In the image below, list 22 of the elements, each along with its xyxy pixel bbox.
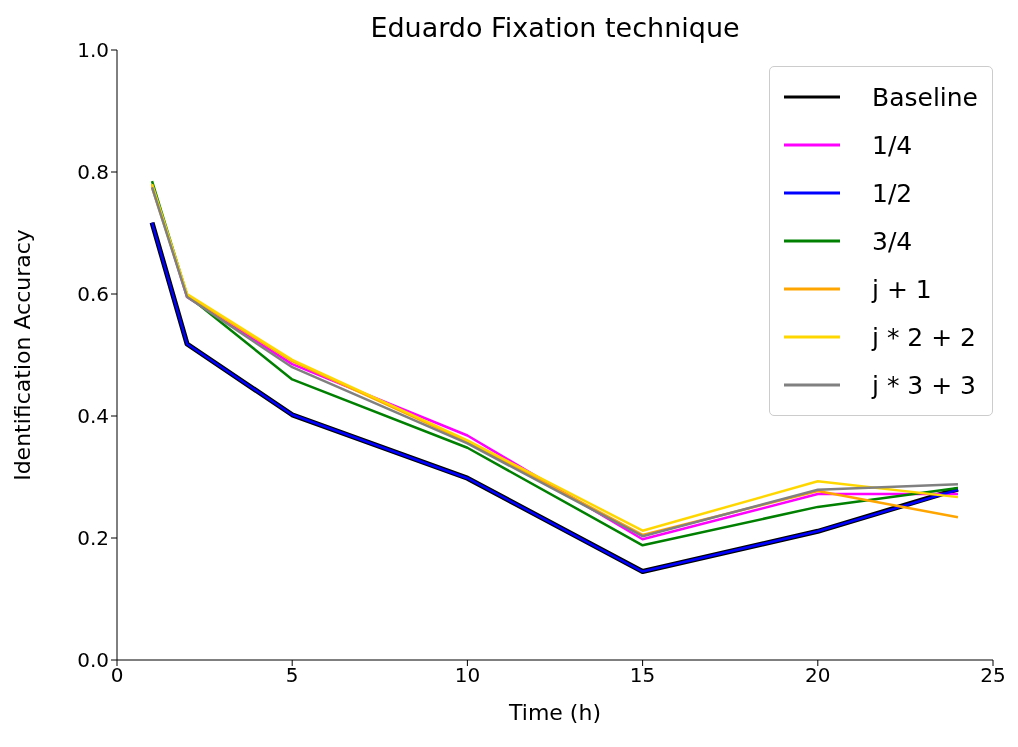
y-tick-label: 0.4: [77, 404, 109, 429]
x-tick-label: 0: [110, 663, 124, 688]
legend-label: Baseline: [872, 82, 978, 112]
chart-title: Eduardo Fixation technique: [369, 12, 741, 43]
legend-label: 1/2: [872, 178, 913, 208]
y-tick-label: 0.2: [77, 526, 109, 551]
legend-label: j * 2 + 2: [872, 322, 976, 352]
legend-label: 3/4: [872, 226, 913, 256]
x-axis-title: Time (h): [508, 700, 601, 725]
x-tick-label: 10: [454, 663, 481, 688]
y-tick-label: 0.6: [77, 282, 109, 307]
x-tick-label: 5: [285, 663, 299, 688]
legend-label: j + 1: [872, 274, 932, 304]
legend-label: j * 3 + 3: [872, 370, 976, 400]
x-tick-label: 25: [980, 663, 1006, 688]
legend-label: 1/4: [872, 130, 913, 160]
x-tick-label: 20: [805, 663, 831, 688]
x-tick-label: 15: [629, 663, 656, 688]
y-tick-label: 0.0: [77, 648, 109, 673]
y-axis-title: Identification Accuracy: [9, 229, 35, 481]
y-tick-label: 0.8: [77, 160, 109, 185]
y-tick-label: 1.0: [77, 38, 109, 63]
